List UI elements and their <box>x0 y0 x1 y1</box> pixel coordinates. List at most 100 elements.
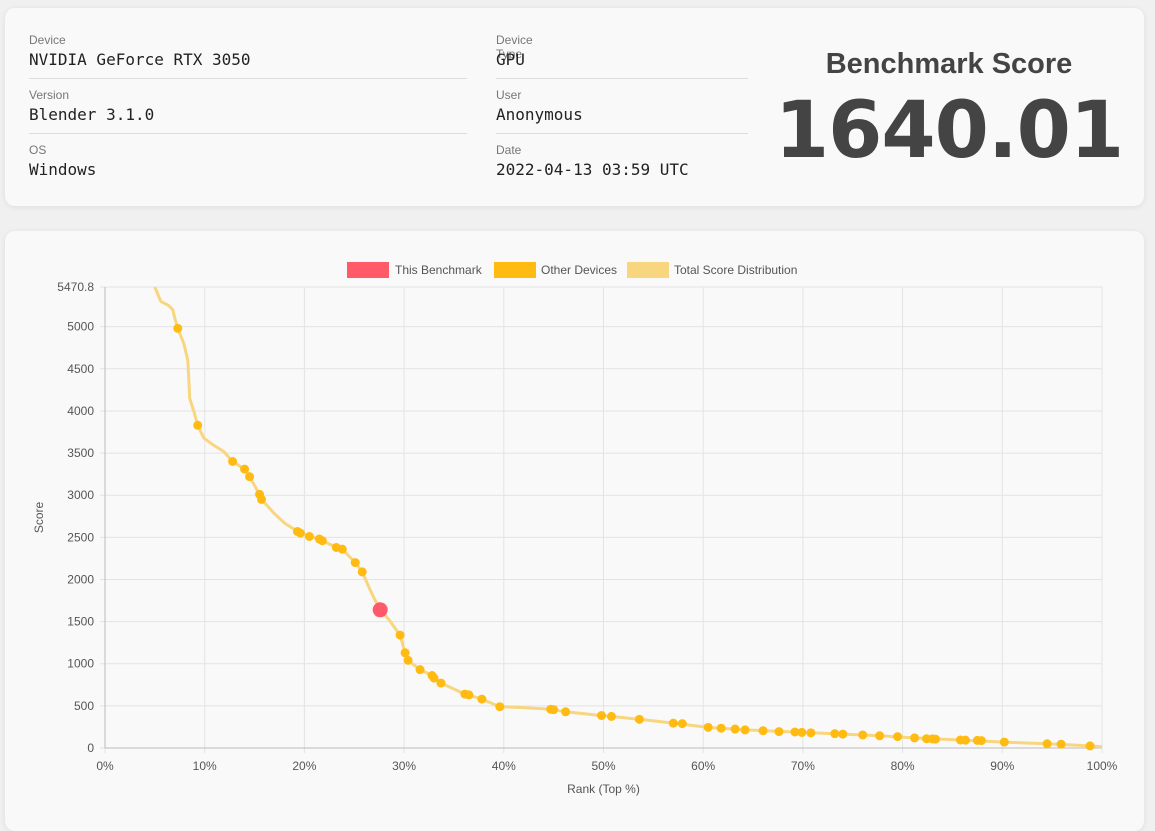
y-tick-label: 5000 <box>67 320 94 334</box>
this-benchmark-series <box>372 602 388 618</box>
divider <box>29 133 467 134</box>
other-device-point <box>893 732 903 742</box>
x-tick-label: 30% <box>392 759 416 773</box>
device-value: NVIDIA GeForce RTX 3050 <box>29 50 251 69</box>
device-type-value: GPU <box>496 50 525 69</box>
y-tick-label: 0 <box>87 741 94 755</box>
benchmark-score-label: Benchmark Score <box>825 48 1073 80</box>
other-device-point <box>875 731 885 741</box>
other-device-point <box>931 734 941 744</box>
legend-swatch <box>347 262 389 278</box>
other-device-point <box>910 733 920 743</box>
other-device-point <box>257 494 267 504</box>
other-device-point <box>758 726 768 736</box>
other-device-point <box>1056 739 1066 749</box>
legend-label: Other Devices <box>541 263 617 277</box>
other-device-point <box>436 678 446 688</box>
score-chart-card: This Benchmark Other Devices Total Score D… <box>5 231 1144 831</box>
other-device-point <box>477 694 487 704</box>
other-device-point <box>774 727 784 737</box>
other-device-point <box>415 665 425 675</box>
other-device-point <box>295 528 305 538</box>
other-device-point <box>304 531 314 541</box>
other-device-point <box>403 655 413 665</box>
y-tick-label: 4500 <box>67 362 94 376</box>
this-benchmark-point <box>372 602 388 618</box>
y-tick-label: 5470.8 <box>57 280 94 294</box>
other-device-point <box>561 707 571 717</box>
other-device-point <box>193 420 203 430</box>
y-tick-label: 500 <box>74 699 94 713</box>
device-info-card: Device NVIDIA GeForce RTX 3050 Version B… <box>5 8 1144 206</box>
other-device-point <box>668 718 678 728</box>
benchmark-score-value: 1640.01 <box>774 86 1124 176</box>
other-device-point <box>400 648 410 658</box>
x-tick-label: 40% <box>492 759 516 773</box>
distribution-series <box>153 286 1103 749</box>
legend-swatch <box>494 262 536 278</box>
other-device-point <box>495 702 505 712</box>
x-tick-label: 10% <box>193 759 217 773</box>
x-tick-label: 70% <box>791 759 815 773</box>
other-device-point <box>858 730 868 740</box>
date-value: 2022-04-13 03:59 UTC <box>496 160 689 179</box>
device-label: Device <box>29 33 66 47</box>
x-tick-label: 80% <box>891 759 915 773</box>
x-tick-label: 90% <box>990 759 1014 773</box>
other-device-point <box>549 705 559 715</box>
other-device-point <box>960 735 970 745</box>
x-tick-label: 50% <box>591 759 615 773</box>
other-device-point <box>1085 741 1095 751</box>
device-type-label: Device Type <box>496 33 533 61</box>
other-device-point <box>716 723 726 733</box>
os-value: Windows <box>29 160 97 179</box>
other-device-point <box>240 464 250 474</box>
other-device-point <box>337 544 347 554</box>
chart-axes: 0% 10% 20% 30% 40% 50% 60% 70% 80% 90% 100% 0 500 100… <box>57 280 1117 773</box>
date-label: Date <box>496 143 522 157</box>
y-tick-label: 1500 <box>67 615 94 629</box>
other-device-point <box>357 567 367 577</box>
legend-swatch <box>627 262 669 278</box>
chart-grid <box>100 286 1103 753</box>
other-device-point <box>1042 739 1052 749</box>
score-distribution-chart: This Benchmark Other Devices Total Score D… <box>32 262 1118 796</box>
other-device-point <box>606 711 616 721</box>
other-device-point <box>797 727 807 737</box>
legend-label: This Benchmark <box>395 263 483 277</box>
y-tick-label: 2500 <box>67 530 94 544</box>
os-label: OS <box>29 143 47 157</box>
other-device-point <box>806 728 816 738</box>
x-tick-label: 60% <box>691 759 715 773</box>
y-tick-label: 3000 <box>67 488 94 502</box>
other-device-point <box>703 722 713 732</box>
divider <box>496 133 748 134</box>
other-device-point <box>976 736 986 746</box>
other-device-point <box>245 472 255 482</box>
other-device-point <box>730 724 740 734</box>
other-device-point <box>790 727 800 737</box>
other-device-point <box>228 456 238 466</box>
other-device-point <box>317 536 327 546</box>
x-tick-label: 20% <box>292 759 316 773</box>
y-tick-label: 2000 <box>67 572 94 586</box>
other-device-point <box>838 729 848 739</box>
user-value: Anonymous <box>496 105 583 124</box>
x-tick-label: 100% <box>1087 759 1118 773</box>
y-tick-label: 1000 <box>67 657 94 671</box>
y-tick-label: 3500 <box>67 446 94 460</box>
y-tick-label: 4000 <box>67 404 94 418</box>
user-label: User <box>496 88 522 102</box>
other-device-point <box>395 630 405 640</box>
chart-legend: This Benchmark Other Devices Total Score D… <box>347 262 797 278</box>
version-label: Version <box>29 88 70 102</box>
other-device-point <box>677 719 687 729</box>
y-axis-title: Score <box>32 502 46 534</box>
other-device-point <box>429 673 439 683</box>
other-devices-series <box>173 323 1095 751</box>
other-device-point <box>740 725 750 735</box>
divider <box>496 78 748 79</box>
other-device-point <box>464 690 474 700</box>
divider <box>29 78 467 79</box>
other-device-point <box>173 323 183 333</box>
